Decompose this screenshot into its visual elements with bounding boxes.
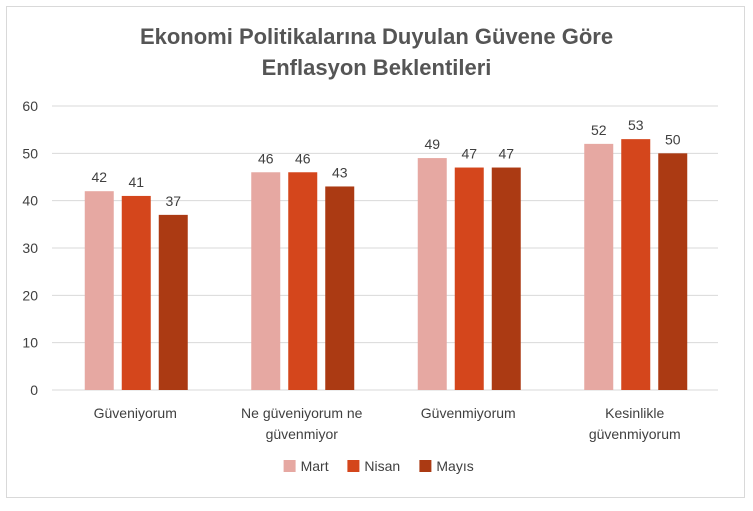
data-label: 37 bbox=[165, 193, 181, 209]
bar bbox=[454, 167, 484, 390]
legend-swatch bbox=[347, 460, 360, 472]
data-label: 42 bbox=[91, 169, 107, 185]
bar bbox=[121, 195, 151, 390]
legend-label: Nisan bbox=[364, 458, 400, 474]
legend-swatch bbox=[283, 460, 296, 472]
x-tick-label: Kesinlikle bbox=[605, 405, 664, 421]
data-label: 53 bbox=[628, 117, 644, 133]
chart-title: Ekonomi Politikalarına Duyulan Güvene Gö… bbox=[7, 21, 746, 83]
x-tick-label: güvenmiyor bbox=[266, 426, 339, 442]
y-tick-label: 10 bbox=[22, 335, 38, 351]
bar bbox=[658, 153, 688, 390]
y-tick-label: 0 bbox=[30, 382, 38, 398]
data-label: 46 bbox=[258, 150, 274, 166]
bar bbox=[621, 139, 651, 390]
bar bbox=[584, 143, 614, 390]
bar bbox=[417, 158, 447, 390]
bar bbox=[251, 172, 281, 390]
legend-label: Mart bbox=[301, 458, 329, 474]
data-label: 47 bbox=[498, 146, 514, 162]
chart-title-line-1: Ekonomi Politikalarına Duyulan Güvene Gö… bbox=[139, 24, 614, 49]
chart-title-line-2: Enflasyon Beklentileri bbox=[261, 55, 492, 80]
bar bbox=[325, 186, 355, 390]
data-label: 52 bbox=[591, 122, 607, 138]
bar bbox=[288, 172, 318, 390]
legend-swatch bbox=[419, 460, 432, 472]
x-tick-label: güvenmiyorum bbox=[589, 426, 681, 442]
y-tick-label: 30 bbox=[22, 240, 38, 256]
y-tick-label: 20 bbox=[22, 287, 38, 303]
y-tick-label: 50 bbox=[22, 145, 38, 161]
data-label: 41 bbox=[128, 174, 144, 190]
x-tick-label: Güveniyorum bbox=[94, 405, 177, 421]
bar bbox=[491, 167, 521, 390]
data-label: 47 bbox=[461, 146, 477, 162]
bar bbox=[84, 191, 114, 390]
y-tick-label: 40 bbox=[22, 193, 38, 209]
legend-label: Mayıs bbox=[436, 458, 473, 474]
data-label: 43 bbox=[332, 164, 348, 180]
data-label: 50 bbox=[665, 131, 681, 147]
bar bbox=[158, 214, 188, 390]
data-label: 49 bbox=[424, 136, 440, 152]
data-label: 46 bbox=[295, 150, 311, 166]
x-tick-label: Ne güveniyorum ne bbox=[241, 405, 363, 421]
x-tick-label: Güvenmiyorum bbox=[421, 405, 516, 421]
y-tick-label: 60 bbox=[22, 98, 38, 114]
